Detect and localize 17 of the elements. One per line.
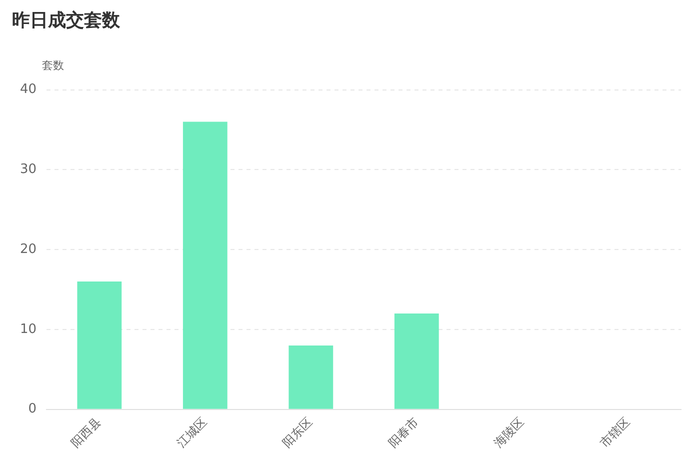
- y-axis-title: 套数: [42, 58, 64, 73]
- x-tick-label: 市辖区: [597, 414, 632, 450]
- x-tick-label: 阳东区: [280, 414, 316, 450]
- y-tick-label: 20: [20, 242, 37, 257]
- y-tick-label: 40: [20, 82, 37, 98]
- bar: [394, 313, 439, 409]
- x-tick-label: 海陵区: [491, 414, 527, 450]
- bar: [288, 345, 334, 409]
- x-tick-label: 阳西县: [68, 414, 104, 450]
- x-tick-label: 江城区: [174, 414, 210, 450]
- y-tick-label: 0: [28, 402, 37, 417]
- chart-title: 昨日成交套数: [12, 9, 120, 32]
- bar: [182, 122, 228, 409]
- y-tick-label: 30: [20, 162, 37, 178]
- y-tick-label: 10: [20, 322, 37, 337]
- bar: [77, 282, 122, 409]
- x-tick-label: 阳春市: [386, 414, 421, 450]
